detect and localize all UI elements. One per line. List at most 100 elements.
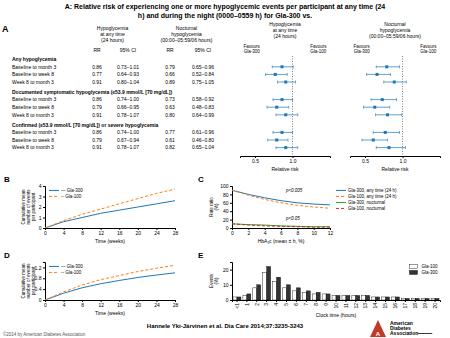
bar xyxy=(243,295,247,300)
bar xyxy=(312,294,316,300)
axis: 0481216202428 xyxy=(44,228,178,236)
legend-swatch xyxy=(409,270,417,274)
error-bar xyxy=(266,74,288,75)
copyright-line: ©2014 by American Diabetes Association xyxy=(3,331,86,337)
y-axis-title-line: (%) xyxy=(214,277,219,284)
tick-label: 40 xyxy=(223,208,229,214)
error-bar xyxy=(273,99,293,100)
table-cell-line: 0.80–1.04 xyxy=(117,79,139,85)
tick-mark xyxy=(230,285,232,286)
error-bar xyxy=(273,132,293,133)
panel-label: B xyxy=(4,175,10,184)
column-header: RR xyxy=(166,47,174,53)
legend: Gla-100Gla-300 xyxy=(409,264,438,275)
table-cell: 0.52–0.84 xyxy=(192,71,214,77)
point xyxy=(281,65,284,68)
table-cell: 0.66–0.95 xyxy=(117,104,139,110)
tick: 16 xyxy=(392,300,398,309)
bar xyxy=(352,295,356,300)
axis: 01020 xyxy=(223,263,233,304)
row-label-line: Week 8 to month 3 xyxy=(12,144,54,150)
legend-label-line: — Gla-300 xyxy=(61,264,83,269)
legend-swatch xyxy=(49,266,59,267)
tick-label: 1 xyxy=(39,215,42,221)
error-cap xyxy=(292,131,293,134)
tick: 24 xyxy=(154,228,160,236)
tick-label: 12 xyxy=(98,230,104,236)
tick-label: 16 xyxy=(117,302,123,308)
plot-area xyxy=(266,56,298,156)
table-cell-line: 0.75–1.05 xyxy=(192,79,214,85)
tick-label: 60 xyxy=(223,200,229,206)
error-cap xyxy=(295,81,296,84)
tick-mark xyxy=(266,300,267,302)
table-cell-line: 0.58–0.92 xyxy=(192,96,214,102)
tick-label: 6 xyxy=(293,303,299,306)
tick: 4 xyxy=(63,300,66,308)
tick: 28 xyxy=(173,228,179,236)
error-cap xyxy=(288,106,289,109)
tick: 20 xyxy=(432,300,438,309)
citation: Hannele Yki-Järvinen et al. Dia Care 201… xyxy=(147,323,304,329)
row-label: Baseline to week 8 xyxy=(12,137,54,143)
column-header-line: RR xyxy=(93,47,101,53)
tick-mark xyxy=(230,270,232,271)
tick: 20 xyxy=(223,267,232,273)
bar xyxy=(342,295,346,300)
tick-label: 17 xyxy=(402,303,408,309)
bar xyxy=(405,298,409,300)
error-cap xyxy=(396,98,397,101)
tick-label: 16 xyxy=(392,303,398,309)
table-cell: 0.89 xyxy=(165,79,175,85)
section-header-line: Confirmed (≤53.9 mmol/L [70 mg/dL]) or s… xyxy=(12,122,159,128)
table-cell: 0.91 xyxy=(92,79,102,85)
tick: 0.5 xyxy=(362,156,369,164)
table-cell: 0.74–1.00 xyxy=(117,96,139,102)
tick: 60 xyxy=(223,200,232,206)
column-header: 95% CI xyxy=(120,47,136,53)
tick-mark xyxy=(230,300,232,301)
tick-label: 10 xyxy=(333,303,339,309)
tick: 0 xyxy=(39,297,45,303)
annotation: FavoursGla-300 xyxy=(354,44,371,54)
line xyxy=(45,265,175,300)
table-cell: 0.61–0.96 xyxy=(192,129,214,135)
point xyxy=(281,98,284,101)
tick-label: 3 xyxy=(39,194,42,200)
tick-label: 20 xyxy=(223,217,229,223)
tick: 20 xyxy=(223,217,232,223)
error-cap xyxy=(362,139,363,142)
tick-label: 8 xyxy=(313,303,319,306)
table-cell: 0.78–1.07 xyxy=(117,112,139,118)
error-cap xyxy=(399,131,400,134)
legend-label-line: Gla-100 xyxy=(421,264,438,269)
table-cell: 0.78–1.07 xyxy=(117,144,139,150)
reference-line xyxy=(292,56,293,156)
table-cell: 0.46–0.80 xyxy=(192,137,214,143)
axis: 020406080100 xyxy=(220,183,232,231)
annotation-line: p<0.05 xyxy=(285,216,300,221)
tick-mark xyxy=(230,186,232,187)
point xyxy=(393,81,396,84)
table-cell: 0.64–0.99 xyxy=(192,112,214,118)
error-bar xyxy=(272,66,293,67)
row-label-line: Baseline to week 8 xyxy=(12,137,54,143)
table-cell: 0.48–0.83 xyxy=(192,104,214,110)
error-cap xyxy=(267,139,268,142)
tick: 12 xyxy=(353,300,359,309)
legend-label: — Gla-300 xyxy=(61,188,83,193)
tick: 1.0 xyxy=(290,156,297,164)
annotation-line: Gla-100 xyxy=(420,49,437,54)
tick: 8 xyxy=(296,228,299,236)
bar xyxy=(395,297,399,300)
bar xyxy=(273,282,277,300)
bar xyxy=(431,298,435,300)
bar xyxy=(322,294,326,300)
tick-mark xyxy=(336,300,337,302)
table-cell-line: 0.74–1.00 xyxy=(117,96,139,102)
x-axis-title: HbA₁c (mean ± h, %) xyxy=(258,238,305,244)
table-cell: 0.66 xyxy=(165,71,175,77)
annotation: p<0.005 xyxy=(285,188,303,193)
x-axis-title: Clock time (hours) xyxy=(316,312,357,318)
tick-mark xyxy=(256,300,257,302)
